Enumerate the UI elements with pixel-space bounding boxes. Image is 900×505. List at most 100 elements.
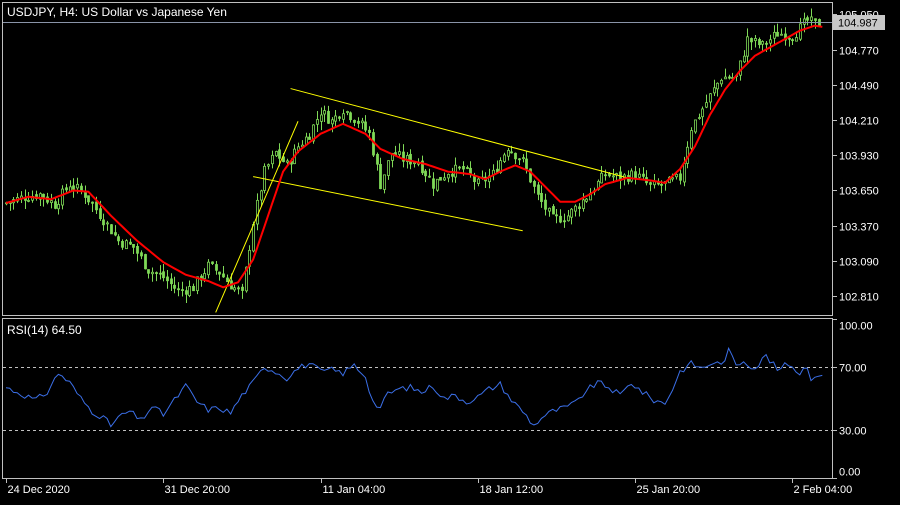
candle-body: [514, 152, 517, 160]
price-axis: 102.810 103.090 103.370 103.650 103.930 104.2…: [832, 10, 885, 304]
candle-body: [746, 36, 749, 57]
candle-body: [518, 158, 521, 161]
channel-trend-lines: [215, 88, 628, 313]
chart-title: USDJPY, H4: US Dollar vs Japanese Yen: [7, 5, 227, 19]
price-panel-frame: [2, 2, 833, 316]
candle-body: [102, 219, 105, 226]
candle-body: [166, 276, 169, 282]
candle-body: [803, 18, 806, 25]
moving-average-line: [5, 24, 823, 289]
rsi-tick-label: 0.00: [839, 467, 860, 479]
candle-body: [110, 224, 113, 235]
candle-body: [683, 163, 686, 183]
candle-body: [447, 173, 450, 179]
candle-body: [728, 76, 731, 79]
candle-body: [432, 178, 435, 189]
candle-body: [233, 287, 236, 291]
candle-body: [582, 199, 585, 209]
candle-body: [612, 175, 615, 178]
candle-body: [398, 151, 401, 155]
candle-body: [144, 254, 147, 270]
rsi-tick-label: 100.00: [839, 321, 873, 333]
rsi-series: [5, 346, 823, 428]
current-price-label: 104.987: [838, 18, 878, 30]
candle-body: [91, 201, 94, 204]
candle-body: [507, 149, 510, 157]
candle-body: [720, 79, 723, 85]
candle-body: [226, 277, 229, 283]
candle-body: [540, 192, 543, 202]
candle-body: [574, 205, 577, 212]
candle-body: [776, 31, 779, 37]
candle-body: [364, 121, 367, 131]
candle-body: [353, 119, 356, 123]
candle-body: [709, 93, 712, 103]
candle-body: [177, 288, 180, 291]
time-tick-label: 25 Jan 20:00: [637, 484, 701, 496]
candle-body: [192, 285, 195, 292]
candle-body: [570, 208, 573, 218]
candle-body: [443, 177, 446, 181]
candle-body: [548, 207, 551, 212]
candle-body: [743, 55, 746, 63]
candle-body: [754, 38, 757, 42]
candle-body: [791, 39, 794, 42]
candle-body: [413, 162, 416, 165]
candle-body: [383, 174, 386, 190]
candle-body: [750, 38, 753, 43]
time-tick-label: 2 Feb 04:00: [794, 484, 853, 496]
price-tick-label: 103.090: [839, 257, 879, 269]
candle-body: [510, 151, 513, 154]
candle-body: [466, 167, 469, 169]
candle-body: [308, 136, 311, 140]
candle-body: [421, 160, 424, 174]
candle-body: [537, 184, 540, 195]
candle-body: [649, 182, 652, 185]
candle-body: [585, 198, 588, 202]
candle-body: [563, 220, 566, 223]
candle-body: [690, 130, 693, 149]
candle-body: [357, 120, 360, 124]
rsi-tick-label: 70.00: [839, 363, 867, 375]
candle-body: [159, 272, 162, 275]
candle-body: [170, 278, 173, 285]
candle-body: [499, 160, 502, 173]
candle-body: [125, 240, 128, 250]
candle-body: [271, 154, 274, 165]
candle-body: [716, 82, 719, 90]
candle-body: [286, 160, 289, 163]
price-tick-label: 103.650: [839, 186, 879, 198]
candle-body: [552, 206, 555, 215]
candle-body: [129, 241, 132, 245]
candle-body: [188, 286, 191, 296]
price-tick-label: 103.930: [839, 151, 879, 163]
price-candles: [5, 8, 821, 304]
price-tick-label: 103.370: [839, 222, 879, 234]
candle-body: [387, 160, 390, 176]
candle-body: [406, 155, 409, 162]
candle-body: [140, 252, 143, 257]
price-tick-label: 102.810: [839, 292, 879, 304]
rsi-axis: 0.00 30.00 70.00 100.00: [832, 319, 873, 479]
candle-body: [761, 41, 764, 45]
channel-line: [253, 176, 523, 232]
candle-body: [320, 114, 323, 122]
candle-body: [368, 129, 371, 133]
price-tick-label: 104.770: [839, 46, 879, 58]
candle-body: [260, 190, 263, 201]
candle-body: [87, 195, 90, 203]
candle-body: [713, 87, 716, 94]
candle-body: [114, 232, 117, 236]
rsi-level-lines: [3, 367, 832, 431]
candle-body: [338, 116, 341, 119]
candle-body: [331, 119, 334, 125]
candle-body: [765, 42, 768, 45]
candle-body: [724, 76, 727, 80]
candle-body: [155, 272, 158, 274]
candle-body: [477, 178, 480, 184]
candle-body: [323, 110, 326, 115]
candle-body: [758, 39, 761, 46]
candle-body: [788, 37, 791, 40]
